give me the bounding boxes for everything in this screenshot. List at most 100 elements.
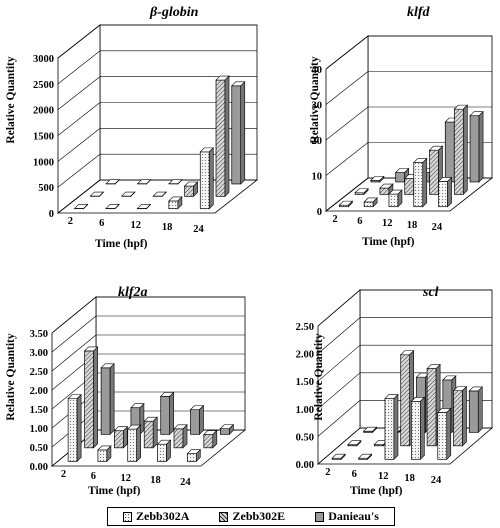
y-axis-label: Relative Quantity — [5, 56, 17, 143]
chart-title: β-globin — [149, 5, 199, 20]
bar-side — [379, 175, 385, 183]
legend-label: Zebb302A — [136, 509, 190, 523]
gridline-side — [57, 179, 101, 214]
x-tick-label: 12 — [382, 218, 393, 229]
bar-series-a — [411, 401, 421, 460]
y-tick-label: 1.00 — [30, 424, 48, 435]
chart-title: klfd — [407, 5, 431, 20]
x-tick-label: 18 — [404, 473, 415, 484]
gridline-side — [325, 35, 369, 70]
bar-side — [193, 181, 198, 198]
bar-series-d — [100, 367, 111, 435]
y-tick-label: 3000 — [33, 54, 54, 65]
x-tick-label: 2 — [61, 469, 66, 480]
y-tick-label: 3.00 — [30, 348, 48, 359]
gridline-side — [57, 50, 101, 85]
bar-series-e — [426, 368, 437, 447]
bar-side — [99, 191, 104, 198]
legend-item-zebb302a: Zebb302A — [123, 509, 189, 524]
x-tick-label: 18 — [150, 475, 161, 486]
gridline-side — [57, 24, 101, 59]
x-tick-label: 18 — [407, 220, 418, 231]
x-axis-label: Time (hpf) — [362, 236, 415, 248]
gridline-side — [317, 400, 361, 437]
bar-side — [446, 407, 452, 461]
y-tick-label: 0.00 — [30, 462, 48, 473]
y-tick-label: 30 — [312, 101, 323, 112]
y-tick-label: 3.50 — [30, 329, 48, 340]
bar-side — [212, 429, 218, 449]
bar-series-a — [199, 151, 210, 210]
bar-series-a — [437, 412, 448, 460]
bar-side — [166, 439, 171, 463]
bar-series-a — [186, 453, 197, 462]
gridline-side — [57, 153, 101, 188]
y-axis-label: Relative Quantity — [313, 333, 325, 420]
y-axis-label: Relative Quantity — [5, 333, 17, 420]
x-axis-label: Time (hpf) — [88, 485, 141, 497]
legend-swatch-hatch — [219, 511, 229, 522]
bar-side — [372, 426, 377, 434]
bar-series-a — [97, 449, 108, 462]
gridline-side — [325, 142, 369, 176]
bar-side — [196, 448, 201, 463]
bar-side — [199, 404, 204, 436]
y-tick-label: 2000 — [33, 106, 54, 117]
y-tick-label: 2500 — [33, 80, 54, 91]
bar-side — [348, 200, 353, 208]
x-tick-label: 2 — [68, 216, 73, 227]
y-tick-label: 2.00 — [30, 386, 48, 397]
legend-item-danieaus: Danieau's — [315, 509, 379, 524]
bar-side — [240, 81, 246, 185]
bar-side — [76, 393, 82, 463]
bar-side — [161, 191, 167, 198]
gridline-side — [51, 296, 97, 334]
legend-swatch-solid — [315, 511, 325, 522]
y-tick-label: 1.50 — [30, 405, 48, 416]
x-tick-label: 24 — [432, 222, 443, 233]
bar-side — [340, 453, 346, 461]
bar-side — [477, 386, 483, 434]
bar-side — [208, 147, 214, 210]
y-tick-label: 40 — [312, 65, 323, 76]
bar-side — [152, 416, 158, 449]
bar-series-e — [453, 108, 464, 195]
bar-side — [169, 391, 175, 436]
bar-series-a — [67, 398, 78, 462]
bar-series-a — [388, 193, 399, 208]
bar-series-e — [173, 428, 184, 449]
bar-side — [393, 393, 399, 461]
gridline-side — [57, 128, 101, 162]
y-tick-label: 2.50 — [296, 322, 314, 333]
gridline-side — [317, 427, 361, 465]
bar-side — [136, 424, 142, 463]
bar-series-e — [143, 420, 154, 449]
bar-side — [420, 396, 425, 461]
bar-side — [397, 189, 403, 208]
bar-side — [182, 424, 188, 449]
bar-side — [224, 75, 230, 198]
bar-series-d — [395, 172, 406, 183]
bar-series-a — [168, 200, 179, 210]
bar-side — [462, 385, 467, 447]
bar-side — [146, 203, 151, 210]
x-axis-label: Time (hpf) — [350, 485, 403, 497]
legend: Zebb302A Zebb302E Danieau's — [107, 507, 395, 526]
bar-series-e — [84, 350, 94, 449]
legend-label: Zebb302E — [232, 509, 286, 523]
y-tick-label: 500 — [38, 183, 54, 194]
x-tick-label: 24 — [180, 477, 191, 488]
y-tick-label: 0 — [49, 209, 54, 220]
bar-side — [177, 196, 183, 210]
bar-series-e — [429, 149, 439, 195]
bar-series-e — [203, 434, 214, 449]
y-tick-label: 0 — [317, 207, 322, 218]
x-tick-label: 6 — [99, 218, 104, 229]
x-tick-label: 6 — [357, 216, 362, 227]
x-axis-label: Time (hpf) — [95, 238, 148, 250]
bar-side — [478, 110, 484, 183]
bar-series-a — [157, 443, 167, 462]
bar-side — [93, 346, 98, 449]
bar-side — [123, 425, 128, 449]
